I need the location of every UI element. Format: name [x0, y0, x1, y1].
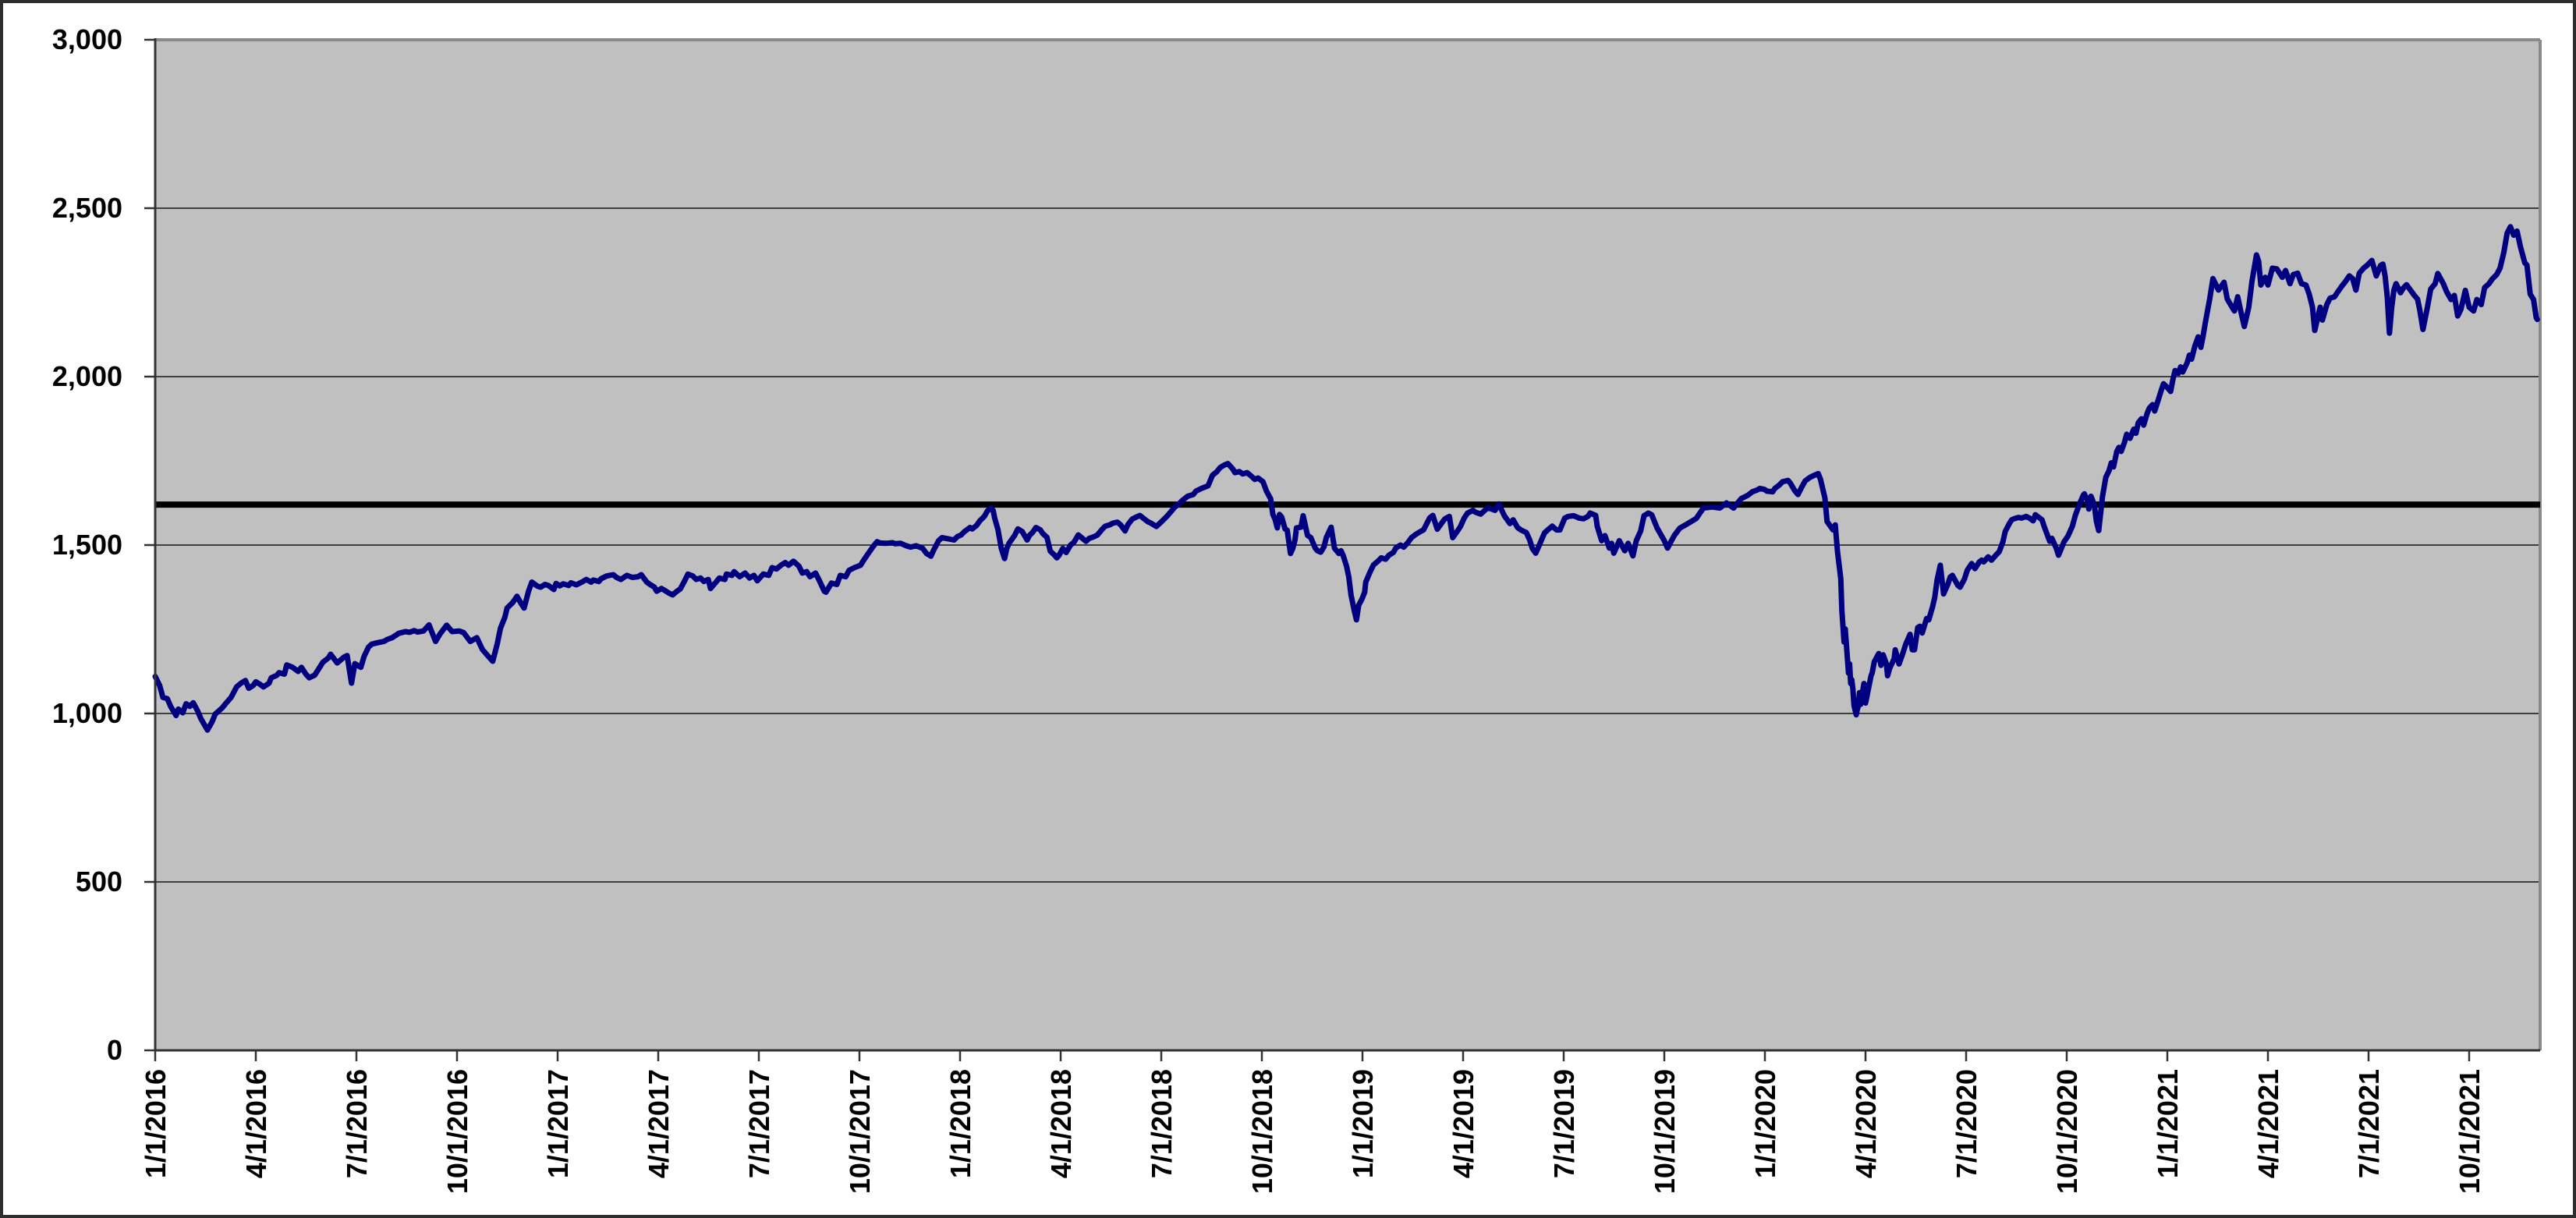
x-axis-label: 4/1/2020 [1850, 1069, 1882, 1178]
x-axis-label: 10/1/2017 [844, 1069, 876, 1194]
y-axis-label: 2,000 [52, 360, 122, 392]
x-axis-label: 7/1/2018 [1146, 1069, 1178, 1178]
x-axis-label: 4/1/2021 [2252, 1069, 2284, 1178]
y-axis-label: 1,000 [52, 697, 122, 729]
x-axis-label: 7/1/2019 [1548, 1069, 1580, 1178]
x-axis-label: 7/1/2016 [341, 1069, 373, 1178]
y-axis-label: 2,500 [52, 192, 122, 224]
series-line [152, 224, 2540, 733]
y-axis-label: 1,500 [52, 529, 122, 561]
y-axis-label: 500 [76, 866, 122, 898]
x-axis-label: 1/1/2019 [1347, 1069, 1379, 1178]
x-axis-label: 7/1/2017 [743, 1069, 775, 1178]
x-axis-label: 4/1/2016 [240, 1069, 272, 1178]
x-axis-label: 4/1/2017 [643, 1069, 675, 1178]
x-axis-label: 1/1/2018 [944, 1069, 976, 1178]
x-axis-label: 10/1/2020 [2051, 1069, 2083, 1194]
x-axis-label: 10/1/2016 [441, 1069, 473, 1194]
x-axis-label: 7/1/2020 [1951, 1069, 1982, 1178]
y-axis-label: 0 [107, 1034, 122, 1066]
y-axis-label: 3,000 [52, 23, 122, 55]
x-axis-label: 7/1/2021 [2353, 1069, 2385, 1178]
x-axis-label: 10/1/2021 [2454, 1069, 2486, 1194]
stock-line-chart: 0 500 1,000 1,500 2,000 2,500 3,000 1/1/2016 4/1… [52, 23, 2542, 1194]
x-axis-label: 1/1/2021 [2152, 1069, 2184, 1178]
x-axis-label: 4/1/2019 [1447, 1069, 1479, 1178]
x-axis-label: 10/1/2019 [1649, 1069, 1681, 1194]
x-axis-label: 4/1/2018 [1045, 1069, 1077, 1178]
x-axis-label: 10/1/2018 [1246, 1069, 1278, 1194]
x-axis-label: 1/1/2017 [542, 1069, 574, 1178]
x-axis-label: 1/1/2020 [1749, 1069, 1781, 1178]
x-axis-label: 1/1/2016 [140, 1069, 172, 1178]
